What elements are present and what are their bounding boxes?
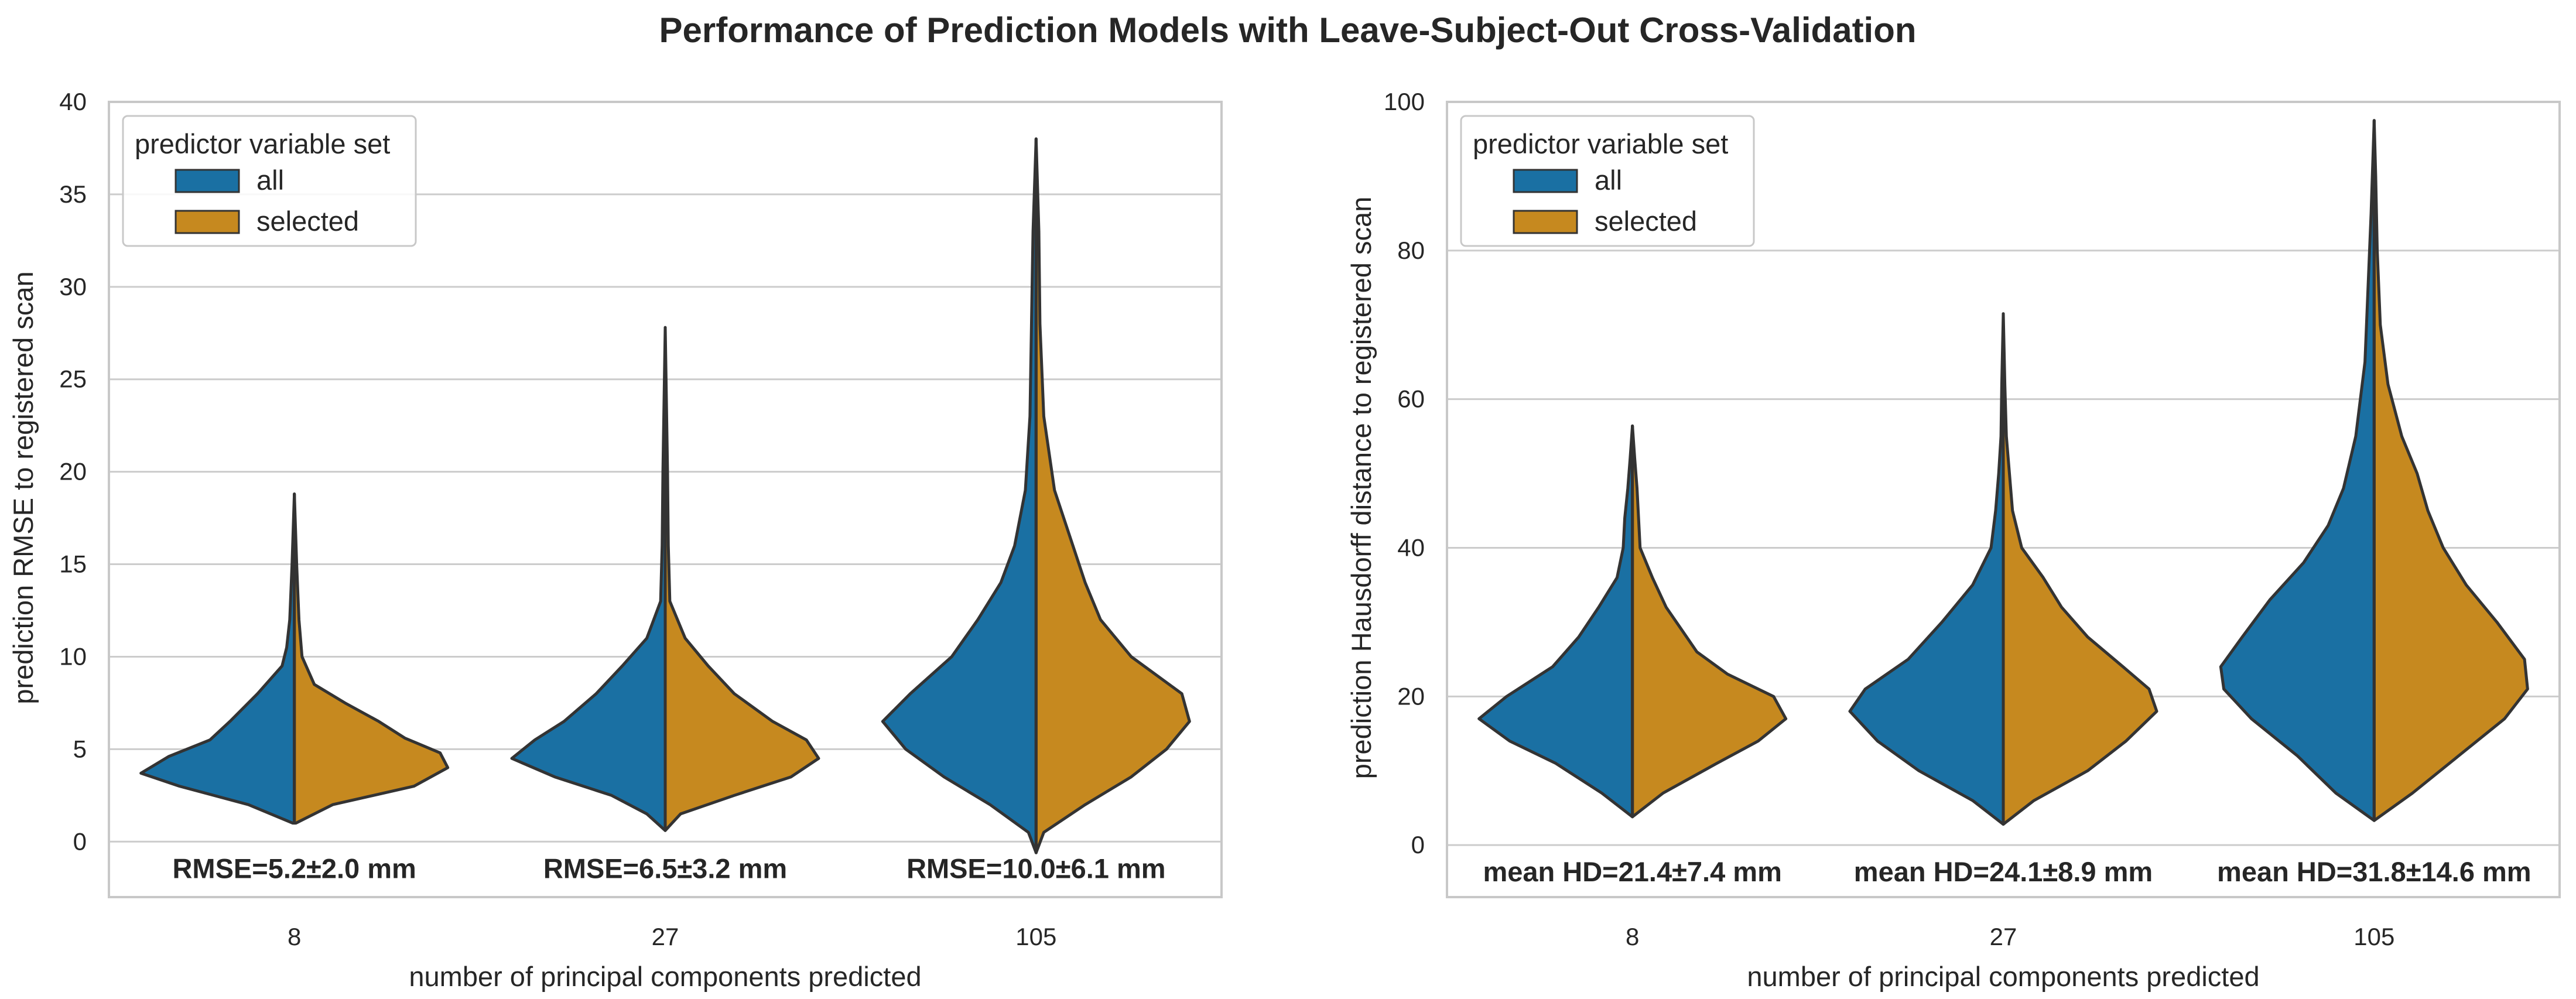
legend-swatch-all <box>1513 169 1578 193</box>
stat-annotation: mean HD=21.4±7.4 mm <box>1483 856 1781 887</box>
violin-half-all <box>1477 424 1634 819</box>
x-tick-label: 27 <box>1990 923 2017 950</box>
legend-swatch-selected <box>1513 210 1578 234</box>
x-tick-label: 105 <box>1015 923 1056 950</box>
y-tick-label: 25 <box>59 365 87 393</box>
violin-half-selected <box>293 492 450 825</box>
x-tick-label: 105 <box>2353 923 2394 950</box>
legend-swatch-all <box>175 169 240 193</box>
violin-half-selected <box>1631 424 1788 819</box>
hausdorff-panel: 0 20 40 60 80 100 8 27 105 number of principal co… <box>1346 88 2561 992</box>
x-tick-label: 8 <box>1626 923 1639 950</box>
violin-half-all <box>1848 312 2005 826</box>
y-tick-label: 0 <box>1411 831 1425 858</box>
violin-half-selected <box>663 326 820 832</box>
x-axis-label: number of principal components predicted <box>1747 961 2259 992</box>
x-tick-label: 27 <box>652 923 679 950</box>
violin-half-all <box>2219 119 2376 822</box>
x-tick-label: 8 <box>288 923 301 950</box>
plot-frame <box>108 101 1223 898</box>
y-tick-label: 60 <box>1397 385 1425 413</box>
violin-half-all <box>139 492 296 825</box>
stat-annotation: mean HD=31.8±14.6 mm <box>2217 856 2531 887</box>
y-tick-label: 30 <box>59 273 87 300</box>
y-tick-label: 5 <box>73 735 87 762</box>
y-tick-label: 40 <box>1397 533 1425 561</box>
y-tick-label: 20 <box>59 458 87 485</box>
stat-annotation: RMSE=5.2±2.0 mm <box>172 853 416 884</box>
y-tick-label: 35 <box>59 180 87 208</box>
rmse-panel: 0 5 10 15 20 25 30 35 40 8 27 105 number of principa… <box>8 88 1223 992</box>
legend-swatch-selected <box>175 210 240 234</box>
y-tick-label: 40 <box>59 88 87 115</box>
violin-half-selected <box>1034 137 1191 854</box>
y-axis-label: prediction Hausdorff distance to registe… <box>1346 197 1377 779</box>
violin-half-selected <box>2372 119 2529 822</box>
legend-label: selected <box>256 206 359 237</box>
violin-half-selected <box>2002 312 2158 826</box>
y-tick-label: 10 <box>59 642 87 670</box>
x-axis-label: number of principal components predicted <box>409 961 921 992</box>
legend-title: predictor variable set <box>1473 128 1728 159</box>
legend-label: selected <box>1595 206 1697 237</box>
y-tick-label: 0 <box>73 827 87 855</box>
y-tick-label: 20 <box>1397 682 1425 710</box>
y-tick-label: 80 <box>1397 237 1425 264</box>
legend-label: all <box>256 165 284 196</box>
figure-title: Performance of Prediction Models with Le… <box>659 11 1916 50</box>
plot-frame <box>1446 101 2561 898</box>
stat-annotation: RMSE=10.0±6.1 mm <box>906 853 1165 884</box>
legend-title: predictor variable set <box>135 128 390 159</box>
violin-half-all <box>881 137 1038 854</box>
violin-half-all <box>510 326 667 832</box>
stat-annotation: RMSE=6.5±3.2 mm <box>543 853 787 884</box>
y-tick-label: 15 <box>59 550 87 578</box>
y-tick-label: 100 <box>1384 88 1425 115</box>
legend-label: all <box>1595 165 1622 196</box>
y-axis-label: prediction RMSE to registered scan <box>8 271 39 704</box>
stat-annotation: mean HD=24.1±8.9 mm <box>1854 856 2153 887</box>
